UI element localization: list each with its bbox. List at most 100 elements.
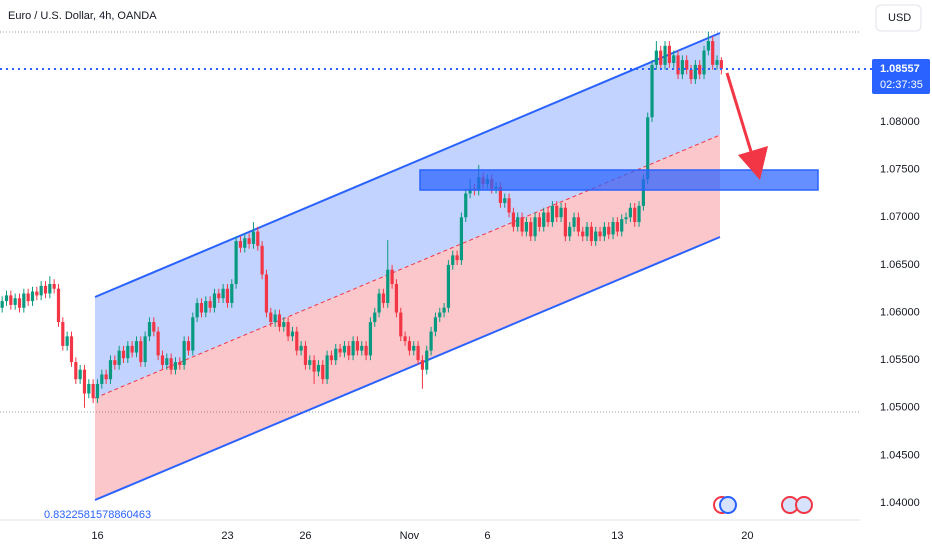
candle-body xyxy=(559,207,563,218)
price-tag-box xyxy=(872,58,930,94)
channel-lower-fill xyxy=(95,135,720,500)
candle-body xyxy=(442,307,446,313)
candle-body xyxy=(390,269,394,284)
candle-body xyxy=(568,226,572,237)
candle-body xyxy=(243,238,247,248)
candle-body xyxy=(663,45,667,65)
candle-body xyxy=(61,322,65,346)
candle-body xyxy=(676,55,680,75)
candle-body xyxy=(546,212,550,223)
candle-body xyxy=(104,374,108,380)
candle-body xyxy=(628,207,632,218)
candle-body xyxy=(468,188,472,194)
candle-body xyxy=(520,217,524,232)
candle-body xyxy=(30,291,35,302)
candle-body xyxy=(329,355,334,361)
candle-body xyxy=(641,179,645,206)
candle-body xyxy=(204,301,208,313)
candle-body xyxy=(598,231,602,237)
candle-body xyxy=(82,369,87,394)
candle-body xyxy=(689,69,693,80)
event-icon[interactable] xyxy=(719,496,737,514)
candle-body xyxy=(147,322,152,337)
candle-body xyxy=(464,193,468,218)
candle-body xyxy=(381,293,386,304)
price-tag: 1.08557 02:37:35 xyxy=(872,58,930,94)
candle-body xyxy=(35,291,39,296)
candle-body xyxy=(65,336,69,346)
candle-body xyxy=(364,345,368,356)
candle-body xyxy=(152,322,156,332)
candle-body xyxy=(394,283,399,313)
y-tick-label: 1.05500 xyxy=(880,354,920,366)
candle-body xyxy=(91,383,95,399)
candle-body xyxy=(646,117,650,180)
candle-body xyxy=(550,205,554,223)
y-tick-label: 1.07000 xyxy=(880,211,920,223)
event-icon[interactable] xyxy=(795,496,813,514)
candle-body xyxy=(581,231,585,237)
candle-body xyxy=(555,205,559,218)
last-price-label: 1.08557 xyxy=(880,63,920,75)
candle-body xyxy=(368,322,373,356)
candle-body xyxy=(425,350,429,370)
candle-body xyxy=(143,336,147,363)
candle-body xyxy=(624,217,628,220)
candle-body xyxy=(22,293,26,308)
candle-body xyxy=(108,360,113,380)
candle-body xyxy=(13,298,17,305)
candle-body xyxy=(225,288,230,304)
candle-body xyxy=(507,198,511,213)
x-tick-label: 20 xyxy=(741,530,753,542)
y-tick-label: 1.08000 xyxy=(880,116,920,128)
candle-body xyxy=(351,341,355,356)
candle-body xyxy=(455,255,459,261)
candles xyxy=(0,31,723,408)
candle-body xyxy=(572,217,576,227)
candle-body xyxy=(308,360,312,365)
candle-body xyxy=(17,298,22,308)
y-tick-label: 1.04500 xyxy=(880,449,920,461)
candle-body xyxy=(416,345,420,361)
channel-mid-line xyxy=(94,134,721,399)
candle-body xyxy=(113,360,117,365)
candle-body xyxy=(295,331,299,351)
candle-body xyxy=(277,314,282,327)
currency-button[interactable] xyxy=(875,4,922,32)
x-tick-label: 13 xyxy=(611,530,623,542)
candle-body xyxy=(78,369,82,380)
candle-body xyxy=(238,241,243,248)
candle-body xyxy=(347,345,351,356)
candle-body xyxy=(620,219,624,232)
candle-body xyxy=(511,212,516,227)
candle-body xyxy=(299,345,303,351)
candle-body xyxy=(719,60,723,69)
candle-body xyxy=(715,60,719,65)
candle-body xyxy=(420,360,425,370)
candle-body xyxy=(126,345,130,359)
x-tick-label: Nov xyxy=(400,530,420,542)
candle-body xyxy=(706,41,710,51)
candle-body xyxy=(169,358,173,370)
candle-body xyxy=(412,345,416,351)
currency-label[interactable]: USD xyxy=(888,12,911,24)
candle-body xyxy=(325,355,329,380)
candle-body xyxy=(446,264,451,308)
y-tick-label: 1.06000 xyxy=(880,306,920,318)
x-axis: 16 23 26 Nov 6 13 20 xyxy=(91,530,753,542)
candle-body xyxy=(186,341,191,351)
candle-body xyxy=(48,283,52,294)
candle-body xyxy=(56,288,61,323)
candle-body xyxy=(533,217,537,237)
candle-body xyxy=(195,303,199,318)
candle-body xyxy=(377,293,381,313)
candle-body xyxy=(251,231,256,244)
candle-body xyxy=(659,50,663,65)
arrow-shaft xyxy=(725,72,755,159)
candle-body xyxy=(611,222,615,235)
candle-body xyxy=(585,226,589,237)
candle-body xyxy=(459,217,464,261)
candle-body xyxy=(234,241,238,284)
